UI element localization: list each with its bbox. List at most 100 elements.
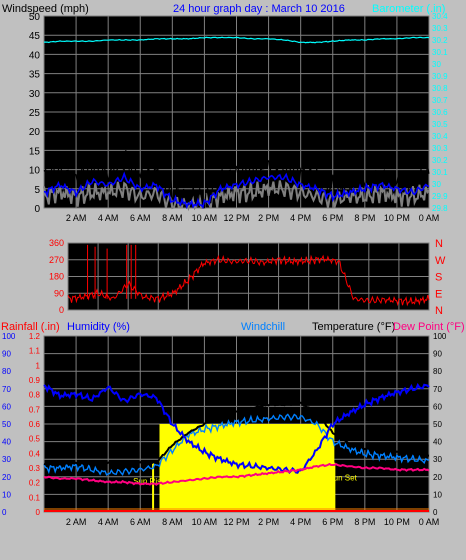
windspeed-series (43, 171, 430, 210)
temp-x-tick-label: 0 AM (419, 517, 440, 527)
wind-y-tick-label: 45 (29, 31, 41, 42)
windchill-series (43, 413, 430, 477)
compass-label: N (435, 238, 443, 250)
wind-y-tick-label: 50 (29, 12, 41, 23)
baro-y-tick-label: 30.9 (432, 72, 448, 81)
wind-y-tick-label: 0 (34, 204, 40, 215)
rainfall-axis-title: Rainfall (.in) (1, 321, 60, 333)
humidity-y-tick-label: 40 (2, 438, 11, 447)
humidity-y-tick-label: 0 (2, 508, 7, 517)
humidity-series (43, 382, 430, 475)
baro-y-tick-label: 30 (432, 60, 441, 69)
wind-plot-layer: 0 5 10 15 20 25 30 35 40 45 50 29.8 29.9 30 30.1 30.2 30… (29, 12, 448, 223)
compass-label: E (435, 288, 442, 300)
temperature-y-tick-label: 20 (433, 473, 442, 482)
wind-direction-series (67, 254, 430, 307)
wind-y-tick-label: 40 (29, 50, 41, 61)
temperature-y-tick-label: 90 (433, 350, 442, 359)
baro-y-tick-label: 30.2 (432, 36, 448, 45)
direction-y-tick-label: 90 (54, 288, 64, 298)
wind-x-tick-label: 4 AM (98, 213, 119, 223)
temp-x-tick-label: 10 AM (192, 517, 218, 527)
temperature-y-tick-label: 50 (433, 420, 442, 429)
baro-y-tick-label: 30.3 (432, 24, 448, 33)
temp-x-tick-label: 4 PM (290, 517, 311, 527)
temperature-y-tick-label: 60 (433, 402, 442, 411)
windchill-axis-title: Windchill (241, 321, 285, 333)
rainfall-y-tick-label: 0.2 (29, 479, 41, 488)
wind-y-tick-label: 15 (29, 146, 41, 157)
direction-y-tick-label: 0 (59, 305, 64, 315)
windspeed-axis-title: Windspeed (mph) (2, 3, 89, 15)
barometer-axis-title: Barometer (.in) (372, 3, 445, 15)
baro-y-tick-label: 30.7 (432, 96, 448, 105)
temperature-y-tick-label: 40 (433, 438, 442, 447)
rainfall-y-tick-label: 0.4 (29, 449, 41, 458)
wind-x-tick-label: 6 PM (322, 213, 343, 223)
temperature-y-tick-label: 100 (433, 332, 447, 341)
baro-y-tick-label: 30.8 (432, 84, 448, 93)
direction-y-tick-label: 360 (49, 238, 64, 248)
temperature-axis-title: Temperature (°F) (312, 321, 395, 333)
temp-x-tick-label: 2 PM (258, 517, 279, 527)
humidity-y-tick-label: 50 (2, 420, 11, 429)
humidity-y-tick-label: 70 (2, 385, 11, 394)
wind-x-tick-label: 10 AM (192, 213, 218, 223)
baro-y-tick-label: 30.1 (432, 48, 448, 57)
wind-y-tick-label: 20 (29, 127, 41, 138)
temp-x-tick-label: 8 AM (162, 517, 183, 527)
humidity-y-tick-label: 100 (2, 332, 16, 341)
direction-y-tick-label: 180 (49, 272, 64, 282)
sunset-label: Sun Set (328, 473, 357, 482)
temp-x-tick-label: 8 PM (354, 517, 375, 527)
baro-y-tick-label: 29.8 (432, 204, 448, 213)
baro-y-tick-label: 29.9 (432, 192, 448, 201)
rainfall-y-tick-label: 0.7 (29, 405, 41, 414)
temperature-y-tick-label: 10 (433, 490, 442, 499)
gust-series (43, 150, 430, 209)
wind-y-tick-label: 5 (34, 185, 40, 196)
wind-x-tick-label: 4 PM (290, 213, 311, 223)
barometer-series (44, 36, 430, 44)
rainfall-y-tick-label: 0.9 (29, 376, 41, 385)
sunrise-label: Sun Rise (133, 477, 166, 486)
rainfall-y-tick-label: 0.6 (29, 420, 41, 429)
humidity-y-tick-label: 20 (2, 473, 11, 482)
temp-x-tick-label: 6 AM (130, 517, 151, 527)
wind-y-tick-label: 10 (29, 166, 41, 177)
baro-y-tick-label: 30.2 (432, 156, 448, 165)
baro-y-tick-label: 30.5 (432, 120, 448, 129)
baro-y-tick-label: 30.1 (432, 168, 448, 177)
wind-y-tick-label: 35 (29, 70, 41, 81)
rainfall-y-tick-label: 1 (36, 361, 41, 370)
humidity-axis-title: Humidity (%) (67, 321, 130, 333)
baro-y-tick-label: 30.6 (432, 108, 448, 117)
dewpoint-axis-title: Dew Point (°F) (393, 321, 465, 333)
rainfall-y-tick-label: 0 (36, 508, 41, 517)
temperature-series (43, 401, 429, 467)
humidity-y-tick-label: 80 (2, 367, 11, 376)
temperature-y-tick-label: 70 (433, 385, 442, 394)
rainfall-y-tick-label: 0.1 (29, 493, 41, 502)
rainfall-y-tick-label: 1.2 (29, 332, 41, 341)
wind-x-tick-label: 8 PM (354, 213, 375, 223)
rainfall-y-tick-label: 1.1 (29, 347, 41, 356)
compass-label: N (435, 305, 443, 317)
rainfall-y-tick-label: 0.3 (29, 464, 41, 473)
temp-x-tick-label: 2 AM (66, 517, 87, 527)
wind-x-tick-label: 2 PM (258, 213, 279, 223)
wind-x-tick-label: 10 PM (384, 213, 410, 223)
humidity-y-tick-label: 90 (2, 350, 11, 359)
chart-title: 24 hour graph day : March 10 2016 (173, 3, 345, 15)
compass-label: S (435, 272, 442, 284)
baro-y-tick-label: 30 (432, 180, 441, 189)
temp-x-tick-label: 6 PM (322, 517, 343, 527)
rainfall-y-tick-label: 0.8 (29, 391, 41, 400)
temp-x-tick-label: 4 AM (98, 517, 119, 527)
temp-x-tick-label: 12 PM (223, 517, 249, 527)
wind-x-tick-label: 0 AM (419, 213, 440, 223)
